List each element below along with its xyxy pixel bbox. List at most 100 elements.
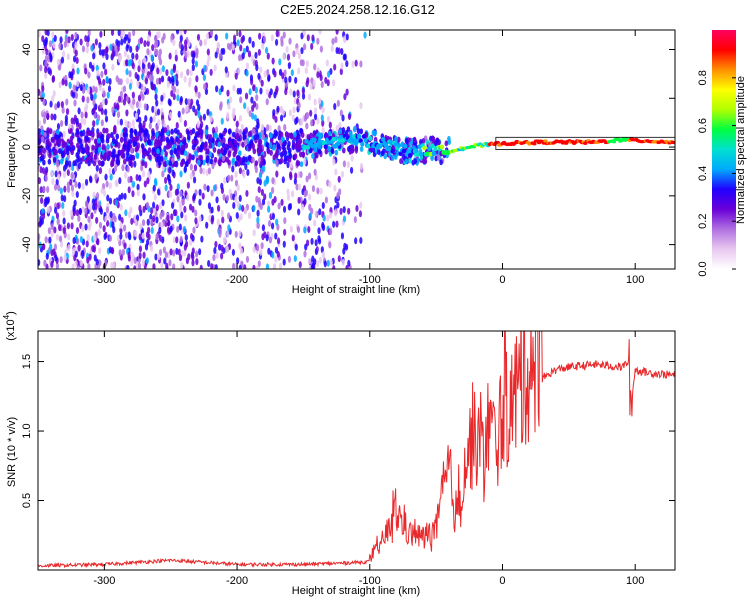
spectrogram-cell xyxy=(121,248,126,256)
spectrogram-cell xyxy=(184,98,188,106)
spectrogram-cell xyxy=(332,79,336,87)
spectrogram-cell xyxy=(117,30,121,37)
spectrogram-cell xyxy=(286,53,291,61)
spectrogram-cell xyxy=(86,256,90,264)
x-tick-label: -200 xyxy=(226,575,248,587)
spectrogram-cell xyxy=(288,75,292,83)
spectrogram-cell xyxy=(175,30,180,35)
spectrogram-cell xyxy=(148,154,152,161)
spectrogram-cell xyxy=(250,96,254,104)
spectrogram-cell xyxy=(182,225,187,233)
spectrogram-cell xyxy=(41,85,45,93)
spectrogram-cell xyxy=(157,31,161,39)
spectrogram-cell xyxy=(46,30,50,37)
spectrogram-cell xyxy=(51,75,56,83)
spectrogram-cell xyxy=(170,213,174,221)
spectrogram-cell xyxy=(269,132,273,139)
spectrogram-cell xyxy=(87,160,91,167)
spectrogram-cell xyxy=(195,75,199,83)
spectrogram-cell xyxy=(325,133,329,140)
spectrogram-cell xyxy=(71,91,76,99)
spectrogram-cell xyxy=(252,204,256,212)
spectrogram-cell xyxy=(135,101,140,109)
spectrogram-cell xyxy=(169,111,173,119)
spectrogram-cell xyxy=(174,49,178,57)
spectrogram-cell xyxy=(136,74,140,82)
spectrogram-cell xyxy=(62,171,67,179)
spectrogram-cell xyxy=(328,180,332,188)
spectrogram-cell xyxy=(46,112,50,120)
spectrogram-cell xyxy=(129,147,134,154)
spectrogram-cell xyxy=(189,238,193,246)
spectrogram-cell xyxy=(152,215,156,223)
spectrogram-cell xyxy=(106,143,110,150)
spectrogram-cell xyxy=(255,195,259,203)
spectrogram-cell xyxy=(99,207,103,215)
spectrogram-cell xyxy=(172,263,176,269)
spectrogram-cell xyxy=(155,204,159,212)
spectrogram-cell xyxy=(299,59,303,67)
spectrogram-cell xyxy=(191,138,196,145)
spectrogram-cell xyxy=(145,238,150,246)
spectrogram-cell xyxy=(311,255,315,263)
spectrogram-cell xyxy=(255,94,259,102)
spectrogram-cell xyxy=(157,119,161,127)
spectrogram-cell xyxy=(353,216,357,224)
spectrogram-cell xyxy=(75,209,80,217)
spectrogram-cell xyxy=(93,153,98,160)
spectrogram-cell xyxy=(39,219,43,227)
signal-trace-point xyxy=(495,140,500,145)
spectrogram-cell xyxy=(129,127,134,134)
signal-trace-point xyxy=(368,136,373,141)
spectrogram-cell xyxy=(106,194,110,202)
spectrogram-cell xyxy=(137,59,142,67)
spectrogram-cell xyxy=(294,76,298,84)
spectrogram-cell xyxy=(99,102,103,110)
spectrogram-cell xyxy=(152,115,156,123)
spectrogram-cell xyxy=(193,164,198,172)
spectrogram-cell xyxy=(247,154,252,161)
spectrogram-cell xyxy=(42,117,47,125)
spectrogram-cell xyxy=(194,150,198,157)
spectrogram-cell xyxy=(71,190,75,198)
spectrogram-cell xyxy=(150,54,154,62)
spectrogram-cell xyxy=(72,84,76,92)
spectrogram-cell xyxy=(122,224,127,232)
spectrogram-cell xyxy=(268,236,273,244)
spectrogram-cell xyxy=(340,170,345,178)
spectrogram-cell xyxy=(359,201,363,209)
spectrogram-cell xyxy=(262,165,266,173)
spectrogram-cell xyxy=(220,117,224,125)
spectrogram-cell xyxy=(50,113,54,121)
spectrogram-cell xyxy=(324,196,328,204)
spectrogram-cell xyxy=(231,248,236,256)
spectrogram-cell xyxy=(217,141,221,148)
spectrogram-cell xyxy=(84,200,89,208)
spectrogram-cell xyxy=(125,44,129,52)
spectrogram-cell xyxy=(135,135,140,142)
spectrogram-cell xyxy=(86,35,90,43)
spectrogram-cell xyxy=(339,68,343,76)
colorbar-tick-label: 0.4 xyxy=(697,166,709,181)
spectrogram-cell xyxy=(201,192,205,200)
spectrogram-cell xyxy=(143,40,147,48)
signal-trace-point xyxy=(302,145,308,150)
spectrogram-cell xyxy=(47,158,52,165)
spectrogram-cell xyxy=(263,127,267,135)
colorbar-tick-label: 0.2 xyxy=(697,214,709,229)
spectrogram-cell xyxy=(251,112,255,120)
signal-trace-point xyxy=(672,141,675,145)
spectrogram-cell xyxy=(274,246,279,254)
spectrogram-cell xyxy=(234,179,239,187)
spectrogram-cell xyxy=(265,141,270,148)
spectrogram-cell xyxy=(125,155,130,162)
spectrogram-cell xyxy=(408,157,412,164)
spectrogram-cell xyxy=(294,243,298,251)
spectrogram-cell xyxy=(239,213,243,221)
spectrogram-cell xyxy=(269,88,273,96)
spectrogram-cell xyxy=(198,215,202,223)
spectrogram-cell xyxy=(259,146,263,153)
spectrogram-cell xyxy=(130,251,134,259)
spectrogram-cell xyxy=(77,244,81,252)
svg-text:(x104): (x104) xyxy=(2,311,17,341)
